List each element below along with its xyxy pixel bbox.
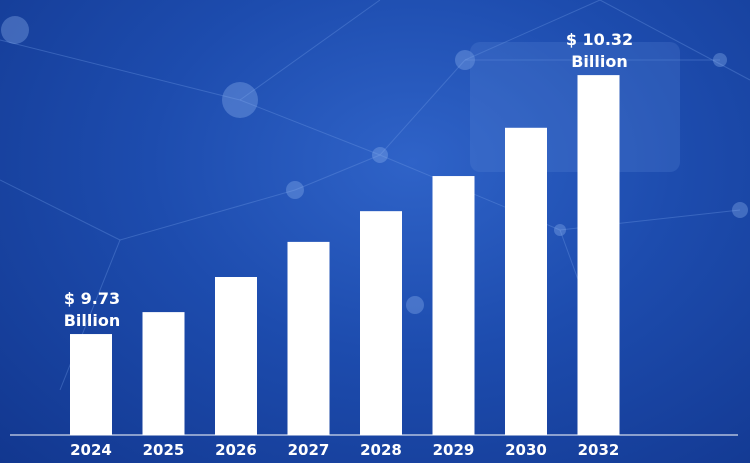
bar-2032 (577, 75, 620, 435)
bar-2026 (215, 277, 257, 435)
x-tick-label-2032: 2032 (578, 441, 620, 459)
x-tick-label-2024: 2024 (70, 441, 112, 459)
x-tick-label-2026: 2026 (215, 441, 257, 459)
bar-2029 (432, 176, 475, 436)
x-tick-label-2030: 2030 (505, 441, 547, 459)
data-label-2032-line2: Billion (571, 52, 628, 71)
x-tick-label-2029: 2029 (433, 441, 475, 459)
bar-2030 (505, 127, 547, 436)
bar-2028 (360, 211, 402, 435)
x-tick-label-2025: 2025 (143, 441, 185, 459)
bar-2027 (287, 241, 330, 435)
data-label-2024-line1: $ 9.73 (64, 289, 120, 308)
data-label-2032-line1: $ 10.32 (566, 30, 633, 49)
bar-2025 (142, 312, 185, 435)
x-tick-label-2028: 2028 (360, 441, 402, 459)
data-label-2024-line2: Billion (64, 311, 121, 330)
x-tick-label-2027: 2027 (288, 441, 330, 459)
bar-2024 (70, 334, 112, 435)
